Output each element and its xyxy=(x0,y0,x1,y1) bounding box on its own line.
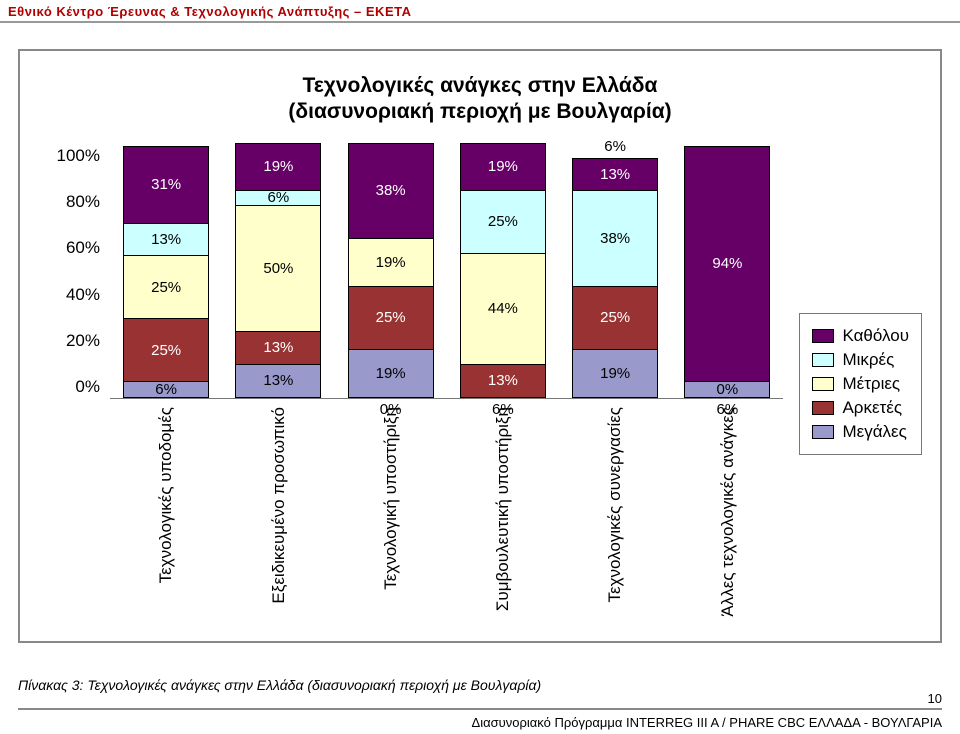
bar-slot: 94%0%6% xyxy=(671,146,783,398)
bar-slot: 19%6%50%13%13% xyxy=(222,143,334,397)
bar-segment: 19% xyxy=(572,350,658,398)
legend-item: Καθόλου xyxy=(812,326,909,346)
bar-segment: 19% xyxy=(348,239,434,287)
legend-item: Μικρές xyxy=(812,350,909,370)
page-number: 10 xyxy=(928,691,942,706)
legend-item: Μεγάλες xyxy=(812,422,909,442)
bar-segment: 25% xyxy=(460,191,546,254)
chart-title-line1: Τεχνολογικές ανάγκες στην Ελλάδα xyxy=(303,74,658,97)
legend-label: Μικρές xyxy=(842,350,894,370)
legend-item: Αρκετές xyxy=(812,398,909,418)
bar-segment: 25% xyxy=(572,287,658,350)
bar-segment: 25% xyxy=(123,319,209,382)
stacked-bar: 19%25%44%13%6% xyxy=(460,143,546,398)
stacked-bar: 31%13%25%25%6% xyxy=(123,146,209,398)
bar-segment: 13% xyxy=(235,365,321,398)
page-header: Εθνικό Κέντρο Έρευνας & Τεχνολογικής Ανά… xyxy=(0,0,960,23)
legend-swatch xyxy=(812,353,834,367)
legend-label: Μέτριες xyxy=(842,374,900,394)
bars-row: 31%13%25%25%6%19%6%50%13%13%38%19%25%19%… xyxy=(110,146,783,399)
bar-segment: 44% xyxy=(460,254,546,365)
footer-divider xyxy=(18,708,942,710)
chart-title: Τεχνολογικές ανάγκες στην Ελλάδα (διασυν… xyxy=(38,73,922,126)
x-axis-label: Άλλες τεχνολογικές ανάγκες xyxy=(671,407,783,623)
x-axis-label: Τεχνολογικές υποδομές xyxy=(110,407,222,623)
legend-swatch xyxy=(812,401,834,415)
x-axis-label: Τεχνολογικές συνεργασίες xyxy=(559,407,671,623)
bar-segment: 13% xyxy=(235,332,321,365)
x-axis-label: Συμβουλευτική υποστήριξη xyxy=(447,407,559,623)
y-axis-tick: 80% xyxy=(66,192,100,212)
bar-segment: 25% xyxy=(348,287,434,350)
y-axis-tick: 20% xyxy=(66,331,100,351)
stacked-bar: 38%19%25%19%0% xyxy=(348,143,434,398)
bar-segment: 19% xyxy=(235,143,321,191)
chart-body: 100%80%60%40%20%0% 31%13%25%25%6%19%6%50… xyxy=(38,146,922,623)
x-axis: Τεχνολογικές υποδομέςΕξειδικευμένο προσω… xyxy=(110,407,783,623)
y-axis-tick: 60% xyxy=(66,238,100,258)
bar-segment: 13% xyxy=(123,224,209,257)
legend: Καθόλου Μικρές Μέτριες Αρκετές Μεγάλες xyxy=(799,313,922,455)
bar-segment: 38% xyxy=(348,143,434,239)
y-axis-tick: 40% xyxy=(66,285,100,305)
x-axis-label: Τεχνολογική υποστήριξη xyxy=(335,407,447,623)
bar-slot: 38%19%25%19%0% xyxy=(335,143,447,398)
x-axis-label: Εξειδικευμένο προσωπικό xyxy=(222,407,334,623)
bar-segment: 0% xyxy=(684,382,770,397)
bar-slot: 6%13%38%25%19% xyxy=(559,158,671,397)
legend-swatch xyxy=(812,329,834,343)
plot-area: 31%13%25%25%6%19%6%50%13%13%38%19%25%19%… xyxy=(110,146,783,623)
y-axis-tick: 0% xyxy=(75,377,100,397)
chart-panel: Τεχνολογικές ανάγκες στην Ελλάδα (διασυν… xyxy=(18,49,942,643)
y-axis: 100% 80% 60% 40% 20% 0% xyxy=(38,146,100,398)
bar-segment: 13% xyxy=(460,365,546,398)
bar-segment: 19% xyxy=(348,350,434,398)
bar-segment: 38% xyxy=(572,191,658,287)
stacked-bar: 6%13%38%25%19% xyxy=(572,158,658,397)
bar-slot: 31%13%25%25%6% xyxy=(110,146,222,398)
bar-overflow-label: 6% xyxy=(572,138,658,155)
bar-segment: 25% xyxy=(123,256,209,319)
legend-item: Μέτριες xyxy=(812,374,909,394)
legend-swatch xyxy=(812,425,834,439)
legend-label: Αρκετές xyxy=(842,398,902,418)
bar-segment: 6% xyxy=(235,191,321,206)
stacked-bar: 94%0%6% xyxy=(684,146,770,398)
bar-segment: 50% xyxy=(235,206,321,332)
legend-label: Καθόλου xyxy=(842,326,909,346)
legend-swatch xyxy=(812,377,834,391)
chart-title-line2: (διασυνοριακή περιοχή με Βουλγαρία) xyxy=(288,100,671,123)
legend-label: Μεγάλες xyxy=(842,422,906,442)
figure-caption: Πίνακας 3: Τεχνολογικές ανάγκες στην Ελλ… xyxy=(18,677,960,693)
y-axis-tick: 100% xyxy=(57,146,100,166)
bar-segment: 19% xyxy=(460,143,546,191)
bar-segment: 13% xyxy=(572,158,658,191)
bar-slot: 19%25%44%13%6% xyxy=(447,143,559,398)
bar-segment: 6% xyxy=(123,382,209,397)
page-footer: Διασυνοριακό Πρόγραμμα INTERREG III A / … xyxy=(472,715,942,730)
bar-segment: 94% xyxy=(684,146,770,383)
bar-segment: 31% xyxy=(123,146,209,224)
stacked-bar: 19%6%50%13%13% xyxy=(235,143,321,397)
